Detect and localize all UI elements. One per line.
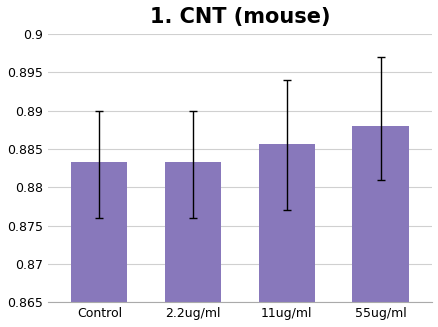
- Bar: [352, 126, 408, 302]
- Bar: [71, 162, 127, 302]
- Bar: [165, 162, 221, 302]
- Bar: [258, 144, 314, 302]
- Title: 1. CNT (mouse): 1. CNT (mouse): [149, 7, 329, 27]
